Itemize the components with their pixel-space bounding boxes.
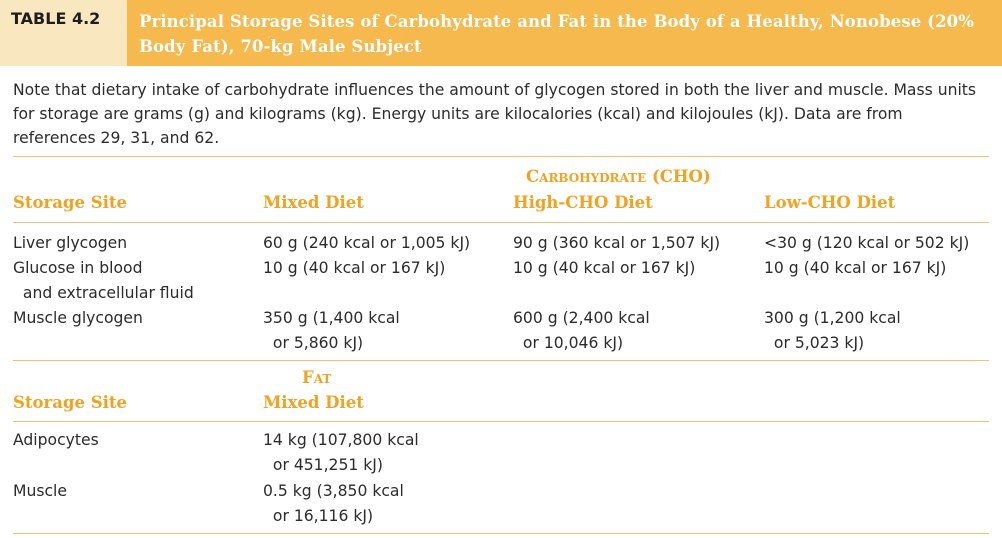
table-header: TABLE 4.2 Principal Storage Sites of Car… <box>0 0 1002 66</box>
fat-row-adipocytes-site: Adipocytes <box>13 431 99 449</box>
cho-row-muscle-site: Muscle glycogen <box>13 309 143 327</box>
rule-cho-head <box>13 222 989 223</box>
rule-bottom <box>13 533 989 534</box>
fat-row-muscle-site: Muscle <box>13 482 67 500</box>
fat-row-muscle-mixed: 0.5 kg (3,850 kcal <box>263 482 404 500</box>
cho-row-liver-mixed: 60 g (240 kcal or 1,005 kJ) <box>263 234 471 252</box>
fat-row-muscle-mixed-cont: or 16,116 kJ) <box>263 507 374 525</box>
fat-row-adipocytes-mixed-cont: or 451,251 kJ) <box>263 456 383 474</box>
cho-row-glucose-high: 10 g (40 kcal or 167 kJ) <box>513 259 696 277</box>
fat-col-mixed-diet: Mixed Diet <box>263 393 364 412</box>
cho-col-high-cho-diet: High-CHO Diet <box>513 193 653 212</box>
cho-row-liver-site: Liver glycogen <box>13 234 128 252</box>
rule-fat-top <box>13 360 989 361</box>
rule-fat-head <box>13 421 989 422</box>
fat-row-adipocytes-mixed: 14 kg (107,800 kcal <box>263 431 419 449</box>
cho-row-glucose-mixed: 10 g (40 kcal or 167 kJ) <box>263 259 446 277</box>
cho-col-storage-site: Storage Site <box>13 193 128 212</box>
cho-col-mixed-diet: Mixed Diet <box>263 193 364 212</box>
fat-group-header: Fat <box>302 368 332 387</box>
cho-row-muscle-low-cont: or 5,023 kJ) <box>764 334 865 352</box>
cho-row-muscle-mixed: 350 g (1,400 kcal <box>263 309 400 327</box>
cho-row-muscle-low: 300 g (1,200 kcal <box>764 309 901 327</box>
cho-row-muscle-high: 600 g (2,400 kcal <box>513 309 650 327</box>
cho-col-low-cho-diet: Low-CHO Diet <box>764 193 896 212</box>
table-label: TABLE 4.2 <box>0 0 127 66</box>
cho-row-liver-low: <30 g (120 kcal or 502 kJ) <box>764 234 970 252</box>
cho-row-muscle-high-cont: or 10,046 kJ) <box>513 334 624 352</box>
rule-top <box>13 156 989 157</box>
cho-row-glucose-site: Glucose in blood <box>13 259 143 277</box>
cho-row-muscle-mixed-cont: or 5,860 kJ) <box>263 334 364 352</box>
fat-col-storage-site: Storage Site <box>13 393 128 412</box>
cho-row-liver-high: 90 g (360 kcal or 1,507 kJ) <box>513 234 721 252</box>
table-title: Principal Storage Sites of Carbohydrate … <box>127 0 1002 66</box>
cho-row-glucose-low: 10 g (40 kcal or 167 kJ) <box>764 259 947 277</box>
table-note: Note that dietary intake of carbohydrate… <box>13 81 977 147</box>
cho-row-glucose-site-cont: and extracellular fluid <box>13 284 194 302</box>
cho-group-header: Carbohydrate (CHO) <box>526 167 711 186</box>
